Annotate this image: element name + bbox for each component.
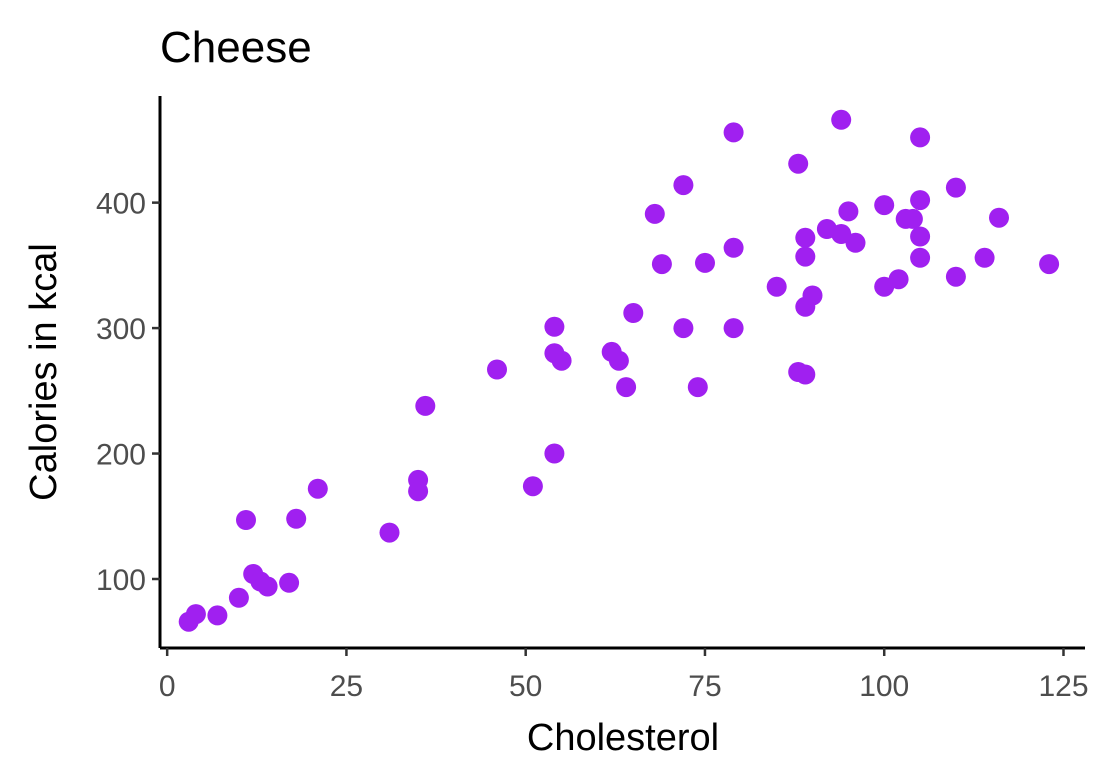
data-point [795,364,816,385]
y-axis-title: Calories in kcal [23,243,65,501]
x-tick-label: 125 [1038,670,1088,703]
y-tick-label: 200 [96,439,146,472]
data-point [838,201,859,222]
data-point [608,350,629,371]
x-tick-label: 50 [509,670,542,703]
data-point [522,476,543,497]
data-point [910,190,931,211]
data-point [910,127,931,148]
x-tick-label: 100 [859,670,909,703]
data-point [551,350,572,371]
data-point [888,269,909,290]
data-point [989,207,1009,228]
y-tick-label: 400 [96,188,146,221]
data-point [644,203,665,224]
data-point [795,227,816,248]
data-point [788,153,809,174]
data-point [910,226,931,247]
data-point [408,481,429,502]
data-point [695,252,715,273]
data-point [673,175,694,196]
data-point [945,177,966,198]
data-point [185,604,206,625]
y-tick-label: 300 [96,313,146,346]
data-point [616,377,637,398]
data-point [544,443,565,464]
data-point [651,254,672,275]
data-point [236,510,256,530]
data-point [207,605,228,626]
data-point [623,303,644,323]
data-point [910,247,931,268]
y-tick-label: 100 [96,564,146,597]
y-axis-ticks: 100 200 300 400 [96,188,160,597]
data-point [831,109,852,130]
data-point [802,285,823,306]
data-point [228,587,249,608]
data-point [945,266,966,287]
data-point [723,237,744,258]
data-point [874,195,895,216]
data-point [795,246,816,267]
chart-title: Cheese [160,23,312,72]
data-point [544,316,565,337]
data-points [178,109,1060,632]
data-point [723,318,744,339]
x-tick-label: 75 [688,670,721,703]
data-point [487,359,507,380]
data-point [974,247,995,268]
data-point [286,508,307,529]
data-point [687,377,708,398]
data-point [279,572,300,593]
data-point [257,576,278,597]
data-point [766,276,787,297]
x-tick-label: 25 [330,670,363,703]
data-point [831,224,852,244]
data-point [845,232,866,253]
data-point [1039,254,1060,275]
data-point [723,122,744,143]
x-axis-title: Cholesterol [527,717,719,759]
x-tick-label: 0 [159,670,176,703]
x-axis-ticks: 0 25 50 75 100 125 [159,648,1089,703]
data-point [307,478,328,499]
data-point [673,318,694,339]
data-point [902,208,923,229]
data-point [415,395,436,416]
data-point [379,522,400,543]
